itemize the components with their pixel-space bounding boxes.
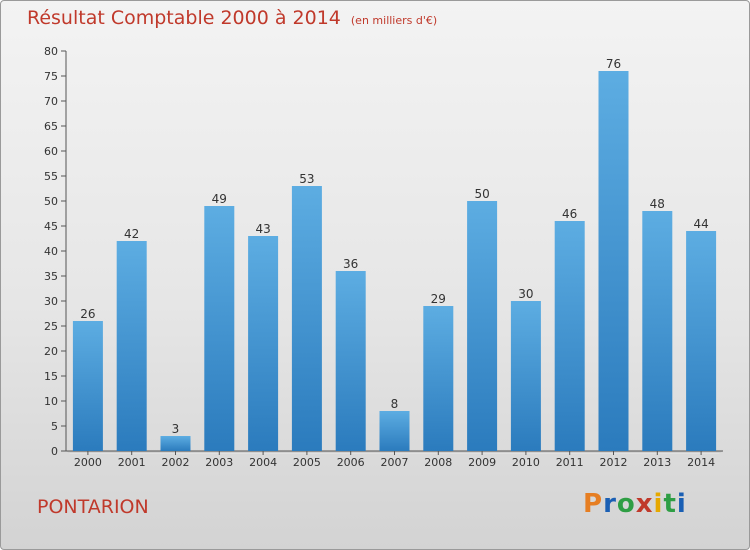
bar	[204, 206, 235, 451]
bar	[116, 241, 147, 451]
bar	[72, 321, 103, 451]
x-tick-label: 2005	[293, 456, 321, 469]
data-label: 48	[650, 197, 665, 211]
x-tick-label: 2003	[205, 456, 233, 469]
x-tick-label: 2010	[512, 456, 540, 469]
x-tick-label: 2007	[381, 456, 409, 469]
chart-title-text: Résultat Comptable 2000 à 2014	[27, 7, 341, 29]
y-tick-label: 15	[44, 370, 58, 383]
logo-letter: x	[635, 489, 654, 519]
data-label: 44	[693, 217, 708, 231]
logo-letter: P	[583, 489, 604, 519]
data-label: 76	[606, 57, 621, 71]
bar	[554, 221, 585, 451]
y-tick-label: 80	[44, 45, 58, 58]
x-tick-label: 2004	[249, 456, 277, 469]
bar	[423, 306, 454, 451]
logo-letter: o	[616, 489, 636, 519]
y-tick-label: 35	[44, 270, 58, 283]
data-label: 29	[431, 292, 446, 306]
data-label: 26	[80, 307, 95, 321]
y-tick-label: 30	[44, 295, 58, 308]
x-tick-label: 2014	[687, 456, 715, 469]
data-label: 8	[391, 397, 399, 411]
logo-letter: t	[663, 489, 677, 519]
x-tick-label: 2009	[468, 456, 496, 469]
bar	[291, 186, 322, 451]
y-tick-label: 75	[44, 70, 58, 83]
y-tick-label: 50	[44, 195, 58, 208]
bar	[467, 201, 498, 451]
y-tick-label: 10	[44, 395, 58, 408]
bar	[160, 436, 191, 451]
logo-letter: i	[676, 489, 687, 519]
x-tick-label: 2008	[424, 456, 452, 469]
logo-letter: r	[603, 489, 617, 519]
bar	[686, 231, 717, 451]
proxiti-logo: Proxiti	[583, 489, 687, 519]
y-tick-label: 40	[44, 245, 58, 258]
x-tick-label: 2000	[74, 456, 102, 469]
commune-name: PONTARION	[37, 496, 149, 518]
bar	[598, 71, 629, 451]
x-tick-label: 2011	[556, 456, 584, 469]
bar	[248, 236, 279, 451]
bar	[510, 301, 541, 451]
y-tick-label: 0	[51, 445, 58, 458]
y-tick-label: 5	[51, 420, 58, 433]
y-tick-label: 25	[44, 320, 58, 333]
bar	[642, 211, 673, 451]
y-tick-label: 70	[44, 95, 58, 108]
chart-subtitle: (en milliers d'€)	[350, 14, 438, 27]
x-tick-label: 2006	[337, 456, 365, 469]
y-tick-label: 60	[44, 145, 58, 158]
data-label: 53	[299, 172, 314, 186]
logo-letter: i	[653, 489, 664, 519]
x-tick-label: 2012	[600, 456, 628, 469]
data-label: 46	[562, 207, 577, 221]
y-tick-label: 65	[44, 120, 58, 133]
data-label: 49	[212, 192, 227, 206]
data-label: 36	[343, 257, 358, 271]
chart-title: Résultat Comptable 2000 à 2014 (en millie…	[27, 7, 437, 29]
x-tick-label: 2013	[643, 456, 671, 469]
y-tick-label: 55	[44, 170, 58, 183]
x-tick-label: 2002	[162, 456, 190, 469]
bar	[335, 271, 366, 451]
y-tick-label: 45	[44, 220, 58, 233]
x-tick-label: 2001	[118, 456, 146, 469]
bar	[379, 411, 410, 451]
data-label: 43	[255, 222, 270, 236]
data-label: 30	[518, 287, 533, 301]
data-label: 50	[474, 187, 489, 201]
y-tick-label: 20	[44, 345, 58, 358]
data-label: 3	[172, 422, 180, 436]
data-label: 42	[124, 227, 139, 241]
